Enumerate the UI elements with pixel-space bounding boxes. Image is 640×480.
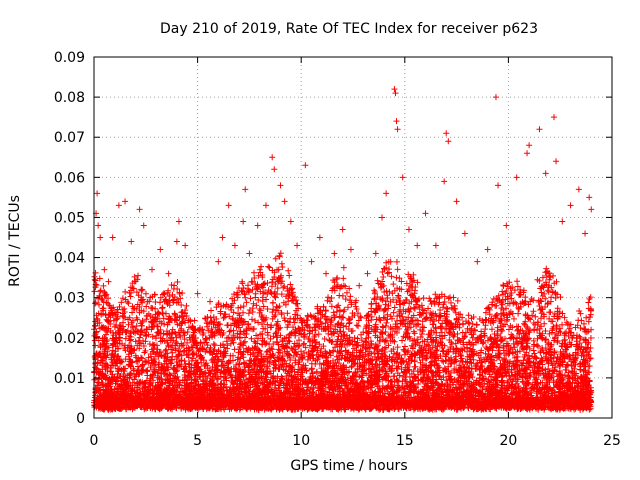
roti-point-bg: [362, 338, 369, 345]
roti-point-bg: [286, 272, 293, 279]
roti-point-bg: [138, 287, 145, 294]
roti-point-bg: [140, 308, 147, 315]
roti-point-bg: [125, 300, 132, 307]
roti-point-bg: [509, 372, 516, 379]
roti-point-bg: [380, 273, 387, 280]
roti-point-bg: [440, 304, 447, 311]
roti-point-bg: [326, 337, 333, 344]
roti-point-bg: [189, 350, 196, 357]
roti-point-bg: [390, 309, 397, 316]
roti-point-bg: [546, 330, 553, 337]
roti-point-bg: [322, 320, 329, 327]
roti-point-bg: [472, 327, 479, 334]
roti-point-bg: [468, 315, 475, 322]
roti-point-bg: [586, 355, 593, 362]
roti-point-bg: [422, 355, 429, 362]
roti-point-bg: [587, 355, 594, 362]
roti-point-bg: [226, 328, 233, 335]
roti-point-bg: [245, 282, 252, 289]
roti-point-bg: [427, 317, 434, 324]
roti-point-bg: [253, 332, 260, 339]
roti-point-bg: [134, 272, 141, 279]
roti-point-bg: [544, 300, 551, 307]
roti-point-bg: [328, 295, 335, 302]
roti-point-bg: [248, 335, 255, 342]
roti-point-bg: [206, 334, 213, 341]
roti-point-bg: [315, 331, 322, 338]
roti-point-bg: [92, 269, 99, 276]
roti-point-bg: [159, 304, 166, 311]
roti-point-bg: [388, 315, 395, 322]
roti-point-bg: [546, 309, 553, 316]
roti-point-bg: [473, 321, 480, 328]
roti-point-bg: [391, 304, 398, 311]
roti-point-bg: [393, 258, 400, 265]
roti-point-bg: [280, 284, 287, 291]
roti-point-bg: [414, 279, 421, 286]
roti-point-bg: [507, 322, 514, 329]
roti-point-bg: [308, 360, 315, 367]
roti-point-bg: [174, 278, 181, 285]
roti-point-bg: [557, 294, 564, 301]
roti-point-bg: [92, 300, 99, 307]
roti-point-bg: [168, 282, 175, 289]
roti-point-bg: [142, 333, 149, 340]
roti-point-bg: [122, 288, 129, 295]
roti-point-bg: [277, 250, 284, 257]
roti-point-bg: [403, 280, 410, 287]
roti-point-bg: [394, 266, 401, 273]
roti-point-bg: [398, 366, 405, 373]
roti-point-bg: [530, 308, 537, 315]
roti-point-bg: [418, 330, 425, 337]
roti-point-bg: [505, 326, 512, 333]
roti-point-bg: [384, 270, 391, 277]
roti-point-bg: [337, 307, 344, 314]
roti-point-bg: [556, 368, 563, 375]
roti-point-bg: [499, 288, 506, 295]
roti-point-bg: [97, 287, 104, 294]
roti-point-bg: [285, 267, 292, 274]
roti-point-bg: [290, 343, 297, 350]
roti-point-bg: [401, 343, 408, 350]
roti-point-bg: [250, 325, 257, 332]
roti-point-bg: [308, 366, 315, 373]
roti-point-bg: [542, 328, 549, 335]
roti-point-bg: [420, 295, 427, 302]
roti-point-bg: [205, 327, 212, 334]
data-points: [91, 86, 595, 413]
roti-point-bg: [559, 321, 566, 328]
roti-point-bg: [538, 289, 545, 296]
roti-point-bg: [495, 292, 502, 299]
roti-point-bg: [436, 313, 443, 320]
roti-point-bg: [302, 344, 309, 351]
roti-point-bg: [583, 314, 590, 321]
roti-point-bg: [247, 295, 254, 302]
roti-point-bg: [321, 336, 328, 343]
roti-point-bg: [499, 336, 506, 343]
roti-point-bg: [266, 264, 273, 271]
roti-point-bg: [251, 317, 258, 324]
roti-point-bg: [452, 350, 459, 357]
roti-point-bg: [236, 360, 243, 367]
roti-point-bg: [125, 321, 132, 328]
roti-point-bg: [355, 310, 362, 317]
roti-point-bg: [242, 294, 249, 301]
roti-point-bg: [272, 294, 279, 301]
roti-point-bg: [435, 317, 442, 324]
